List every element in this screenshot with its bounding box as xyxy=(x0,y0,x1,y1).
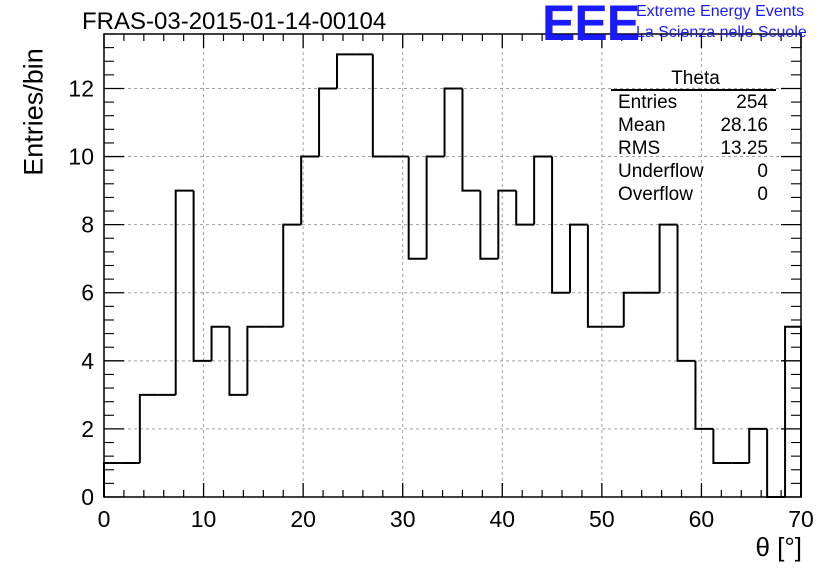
stats-value: 28.16 xyxy=(720,115,768,136)
y-tick-label: 0 xyxy=(81,484,94,510)
stats-label: Overflow xyxy=(618,184,693,205)
histogram-bin xyxy=(282,223,302,327)
histogram-bin xyxy=(300,155,320,225)
x-tick-label: 40 xyxy=(489,506,515,532)
y-tick-label: 8 xyxy=(81,212,94,238)
histogram-bin xyxy=(766,428,786,498)
stats-row-entries: Entries 254 xyxy=(611,91,776,114)
y-tick-label: 10 xyxy=(68,144,94,170)
histogram-bin xyxy=(103,461,122,497)
x-tick-label: 30 xyxy=(390,506,416,532)
stats-row-rms: RMS 13.25 xyxy=(611,137,776,160)
y-axis-label: Entries/bin xyxy=(18,48,49,176)
histogram-bin xyxy=(676,224,696,362)
histogram-bin xyxy=(515,190,535,226)
histogram-bin xyxy=(425,155,445,259)
y-tick-label: 2 xyxy=(81,416,94,442)
chart-title: FRAS-03-2015-01-14-00104 xyxy=(82,8,387,35)
x-tick-label: 20 xyxy=(290,506,316,532)
histogram-bin xyxy=(335,53,355,89)
histogram-bin xyxy=(658,223,678,293)
stats-label: Entries xyxy=(618,92,678,113)
histogram-bin xyxy=(551,156,570,294)
histogram-bin xyxy=(407,156,427,260)
histogram-bin xyxy=(568,223,588,293)
stats-value: 0 xyxy=(757,161,768,182)
histogram-bin xyxy=(586,224,606,328)
histogram-bin xyxy=(748,427,768,463)
stats-row-overflow: Overflow 0 xyxy=(611,183,776,206)
histogram-bin xyxy=(192,190,212,362)
stats-label: Mean xyxy=(618,115,666,136)
stats-label: RMS xyxy=(618,138,661,159)
y-tick-label: 6 xyxy=(81,280,94,306)
stats-value: 0 xyxy=(757,184,768,205)
stats-label: Underflow xyxy=(618,161,704,182)
grid-lines xyxy=(104,34,801,497)
histogram-bin xyxy=(479,190,499,260)
stats-name: Theta xyxy=(611,68,776,91)
histogram-bin xyxy=(712,428,732,464)
histogram-bin xyxy=(497,189,517,259)
stats-value: 254 xyxy=(736,92,768,113)
y-tick-label: 4 xyxy=(81,348,94,374)
histogram-bin xyxy=(138,393,158,463)
x-axis-label: θ [°] xyxy=(755,532,802,562)
histogram-bin xyxy=(246,325,266,395)
histogram-bin xyxy=(318,87,337,157)
stats-box: Theta Entries 254 Mean 28.16 RMS 13.25 U… xyxy=(611,68,776,206)
histogram-bin xyxy=(210,325,230,361)
logo-caption-line2: La Scienza nelle Scuole xyxy=(636,24,807,41)
histogram-bin xyxy=(622,291,642,327)
x-tick-label: 60 xyxy=(689,506,715,532)
axis-tick-labels: 0 10 20 30 40 50 60 70 0 2 4 6 8 10 12 xyxy=(68,75,813,532)
stats-value: 13.25 xyxy=(720,138,768,159)
histogram-bin xyxy=(443,87,463,157)
x-tick-label: 50 xyxy=(589,506,615,532)
x-tick-label: 10 xyxy=(191,506,217,532)
x-tick-label: 70 xyxy=(788,506,814,532)
axis-ticks xyxy=(103,33,802,498)
histogram-bin xyxy=(533,155,553,225)
histogram-bin xyxy=(694,360,714,430)
histogram-bin xyxy=(371,54,391,158)
stats-row-underflow: Underflow 0 xyxy=(611,160,776,183)
y-tick-label: 12 xyxy=(68,75,94,101)
histogram-bin xyxy=(174,189,194,395)
x-tick-label: 0 xyxy=(98,506,111,532)
stats-row-mean: Mean 28.16 xyxy=(611,114,776,137)
eee-logo: EEE xyxy=(542,0,640,51)
histogram-bin xyxy=(461,88,481,192)
logo-caption-line1: Extreme Energy Events xyxy=(636,3,805,20)
histogram-bin xyxy=(784,325,802,497)
histogram-bin xyxy=(228,326,248,396)
